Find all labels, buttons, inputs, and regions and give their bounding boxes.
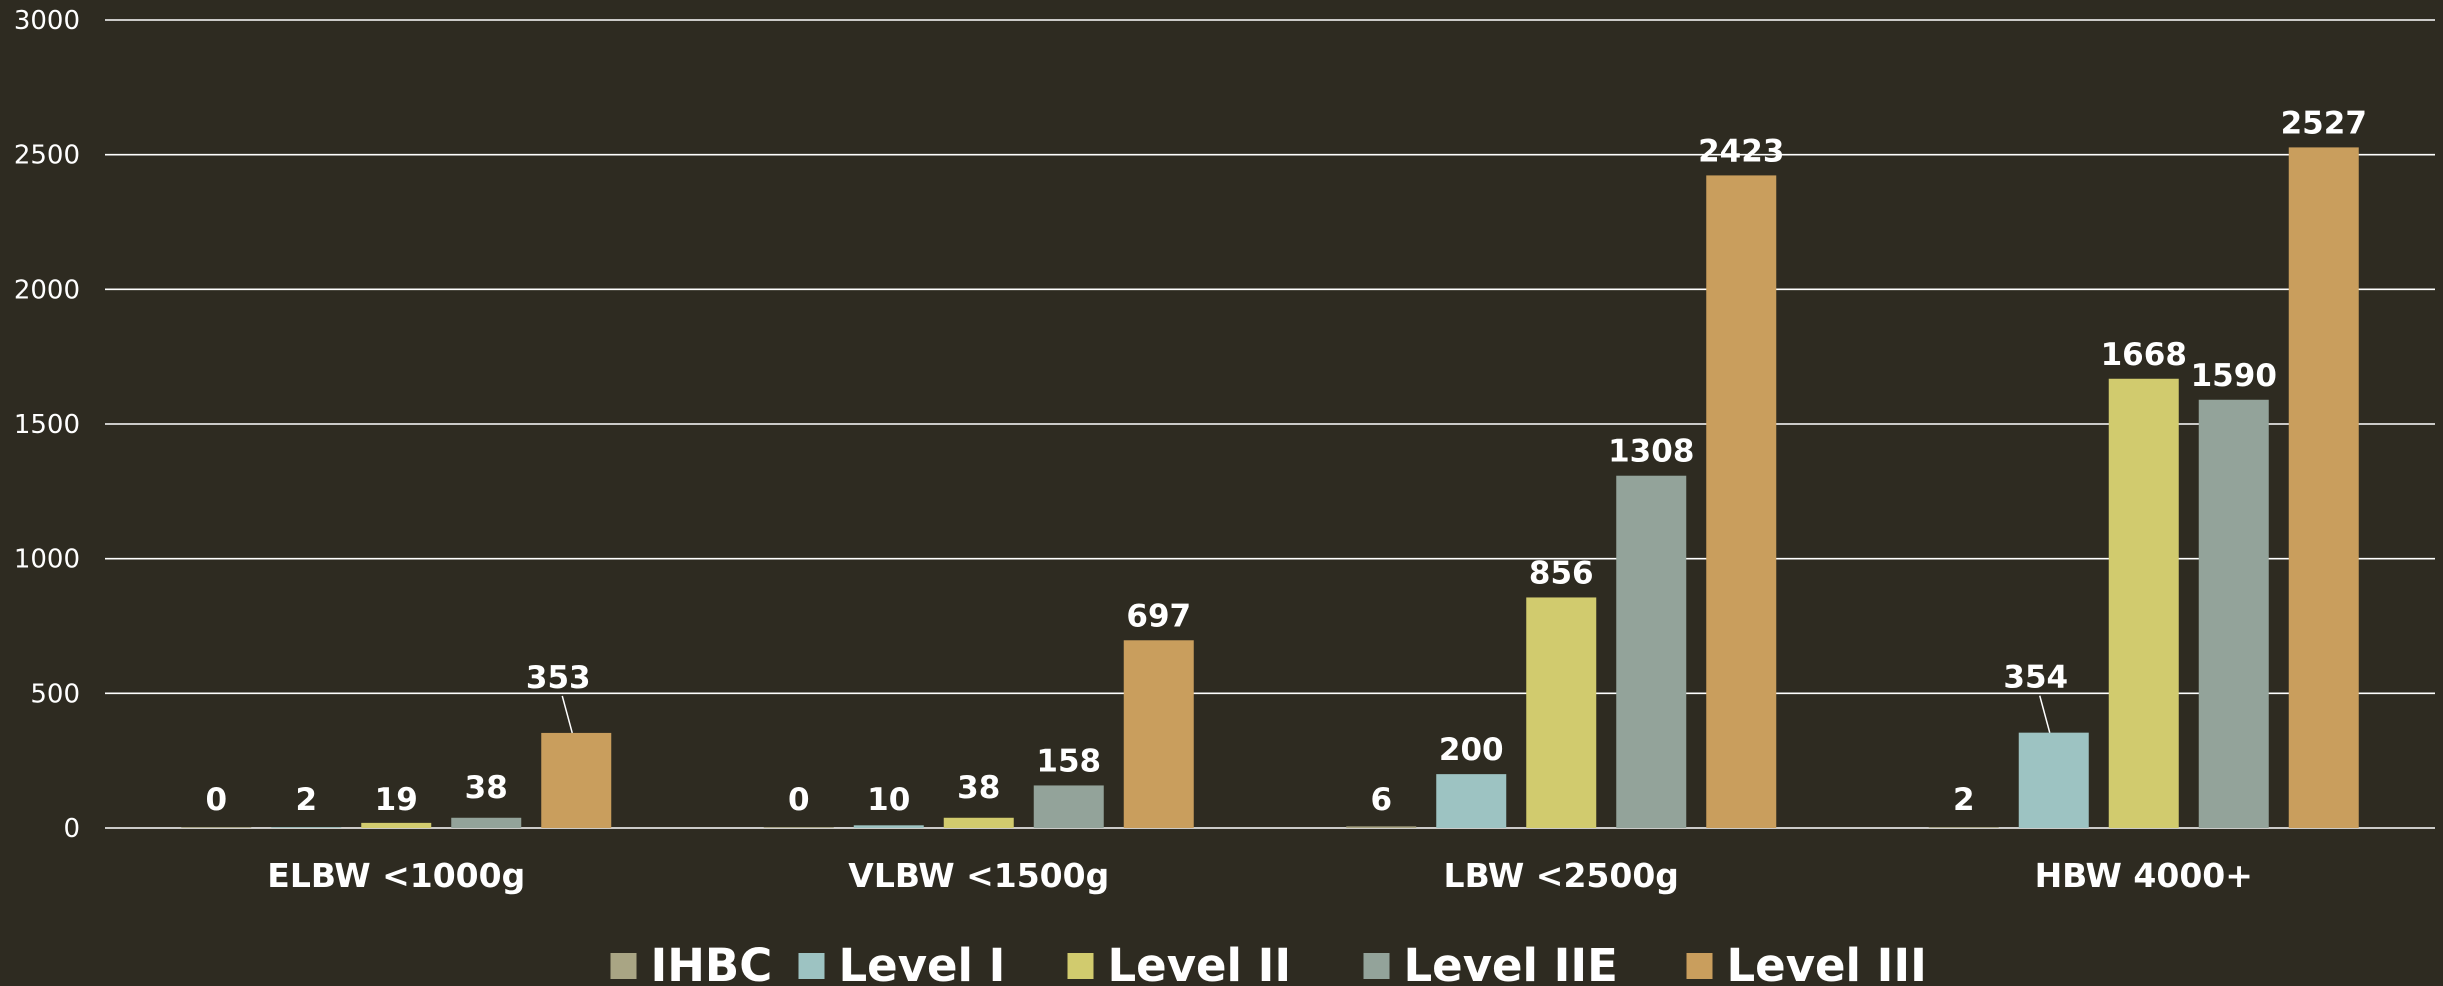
- y-tick-label: 0: [63, 814, 80, 844]
- data-label: 697: [1126, 598, 1191, 634]
- y-tick-label: 1000: [14, 545, 80, 575]
- x-axis-category-labels: ELBW <1000g VLBW <1500g LBW <2500g HBW 4000…: [267, 856, 2253, 895]
- legend-item: Level I: [798, 939, 1006, 986]
- legend: IHBC Level I Level II Level IIE Level III: [610, 939, 1927, 986]
- bar: [541, 732, 612, 828]
- legend-label: Level IIE: [1404, 939, 1618, 986]
- legend-item: Level IIE: [1363, 939, 1618, 986]
- x-category-label: LBW <2500g: [1444, 856, 1679, 895]
- y-tick-label: 500: [30, 679, 80, 709]
- data-label: 38: [957, 770, 1000, 806]
- data-label: 354: [2003, 660, 2068, 696]
- data-label: 2: [295, 782, 317, 818]
- bar: [1706, 175, 1777, 828]
- bar: [451, 817, 522, 828]
- legend-item: Level III: [1686, 939, 1927, 986]
- data-label: 38: [465, 770, 508, 806]
- bar: [1436, 774, 1507, 828]
- y-tick-label: 2500: [14, 141, 80, 171]
- legend-swatch: [798, 953, 825, 979]
- gridlines: [105, 19, 2435, 829]
- y-tick-label: 2000: [14, 275, 80, 305]
- bar: [361, 822, 432, 828]
- x-category-label: ELBW <1000g: [267, 856, 525, 895]
- bar: [1033, 785, 1104, 828]
- data-label: 6: [1370, 782, 1392, 818]
- data-label: 2527: [2281, 105, 2367, 141]
- data-label: 1668: [2101, 337, 2187, 373]
- x-category-label: HBW 4000+: [2035, 856, 2253, 895]
- legend-swatch: [1686, 953, 1713, 979]
- bar: [763, 827, 834, 828]
- legend-item: IHBC: [610, 939, 773, 986]
- data-label: 19: [375, 782, 418, 818]
- data-label: 1308: [1608, 434, 1694, 470]
- bar: [1616, 475, 1687, 828]
- legend-swatch: [1363, 953, 1390, 979]
- legend-label: Level II: [1108, 939, 1292, 986]
- leader-line: [2039, 695, 2051, 733]
- x-category-label: VLBW <1500g: [848, 856, 1109, 895]
- data-label: 1590: [2191, 358, 2277, 394]
- leader-line: [561, 695, 573, 734]
- label-leader-lines: [561, 695, 2051, 734]
- legend-swatch: [610, 953, 637, 979]
- bar: [2198, 399, 2269, 828]
- bar: [271, 827, 342, 828]
- legend-label: Level III: [1727, 939, 1927, 986]
- bar: [853, 825, 924, 828]
- data-label: 2: [1953, 782, 1975, 818]
- bar: [181, 827, 252, 828]
- bar: [2018, 732, 2089, 828]
- y-tick-label: 1500: [14, 410, 80, 440]
- bar: [1346, 826, 1417, 828]
- data-label: 200: [1439, 732, 1504, 768]
- bar: [1123, 640, 1194, 828]
- y-tick-label: 3000: [14, 6, 80, 36]
- y-axis-tick-labels: 0 500 1000 1500 2000 2500 3000: [14, 6, 80, 844]
- legend-swatch: [1067, 953, 1094, 979]
- legend-label: Level I: [839, 939, 1006, 986]
- data-label: 856: [1529, 555, 1594, 591]
- bar: [1928, 827, 1999, 828]
- data-label: 2423: [1698, 133, 1784, 169]
- data-label: 0: [205, 782, 227, 818]
- legend-label: IHBC: [651, 939, 773, 986]
- legend-item: Level II: [1067, 939, 1292, 986]
- data-labels: 0 2 19 38 353 0 10 38 158 697 6 200 856 1308 2423 2 354 1…: [205, 105, 2366, 818]
- bar: [2288, 147, 2359, 829]
- data-label: 158: [1036, 743, 1101, 779]
- bar: [1526, 597, 1597, 828]
- data-label: 353: [526, 660, 591, 696]
- bar: [943, 817, 1014, 828]
- bars: [181, 147, 2359, 829]
- bar: [2108, 378, 2179, 828]
- data-label: 10: [867, 782, 910, 818]
- data-label: 0: [788, 782, 810, 818]
